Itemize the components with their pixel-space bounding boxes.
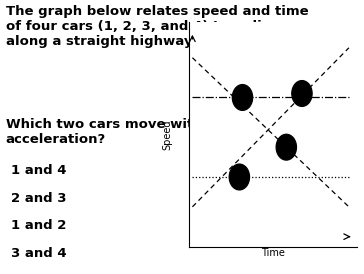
Text: The graph below relates speed and time
of four cars (1, 2, 3, and 4) traveling
a: The graph below relates speed and time o… xyxy=(5,5,308,48)
Circle shape xyxy=(276,134,296,160)
Text: 1 and 4: 1 and 4 xyxy=(11,164,67,177)
Text: 2 and 3: 2 and 3 xyxy=(11,192,67,205)
Circle shape xyxy=(292,81,312,106)
Circle shape xyxy=(229,164,250,190)
Text: 3: 3 xyxy=(236,172,243,182)
Text: 1 and 2: 1 and 2 xyxy=(11,219,67,232)
Text: 4: 4 xyxy=(283,142,290,152)
Text: 1: 1 xyxy=(298,89,305,98)
Circle shape xyxy=(232,85,253,110)
Text: 3 and 4: 3 and 4 xyxy=(11,247,67,259)
Text: 2: 2 xyxy=(239,93,246,102)
Y-axis label: Speed: Speed xyxy=(163,119,173,150)
Text: Which two cars move with zero
acceleration?: Which two cars move with zero accelerati… xyxy=(5,118,240,146)
X-axis label: Time: Time xyxy=(261,248,285,258)
